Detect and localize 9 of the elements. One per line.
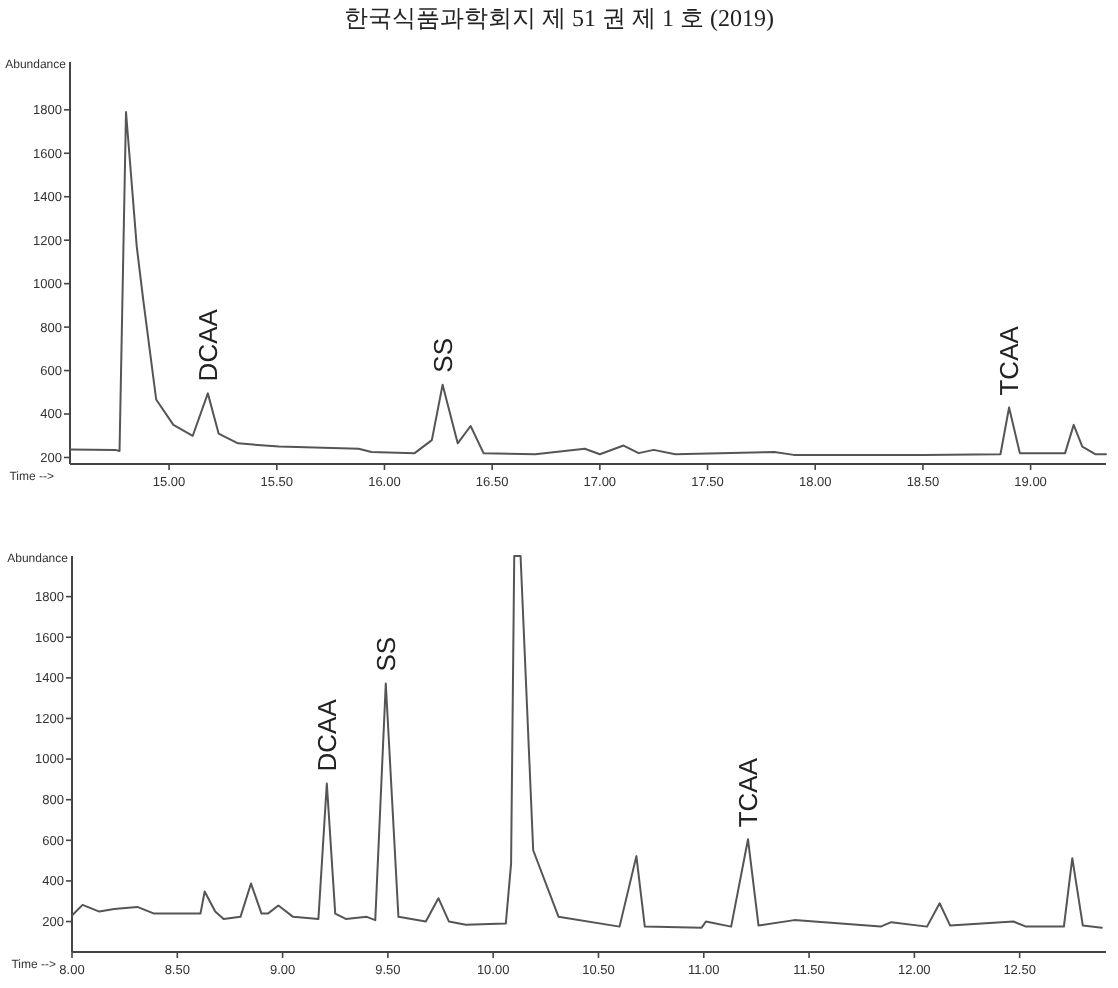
line-series bbox=[71, 555, 1103, 929]
annotation: DCAA bbox=[192, 308, 223, 382]
annotation: DCAA bbox=[311, 698, 342, 772]
text: 한국식품과학회지 제 51 권 제 1 호 (2019) bbox=[344, 4, 774, 32]
annotation: TCAA bbox=[994, 325, 1025, 396]
line-series bbox=[69, 110, 1107, 456]
annotation: SS bbox=[427, 337, 458, 373]
annotation: SS bbox=[370, 636, 401, 672]
annotation: TCAA bbox=[733, 757, 763, 828]
